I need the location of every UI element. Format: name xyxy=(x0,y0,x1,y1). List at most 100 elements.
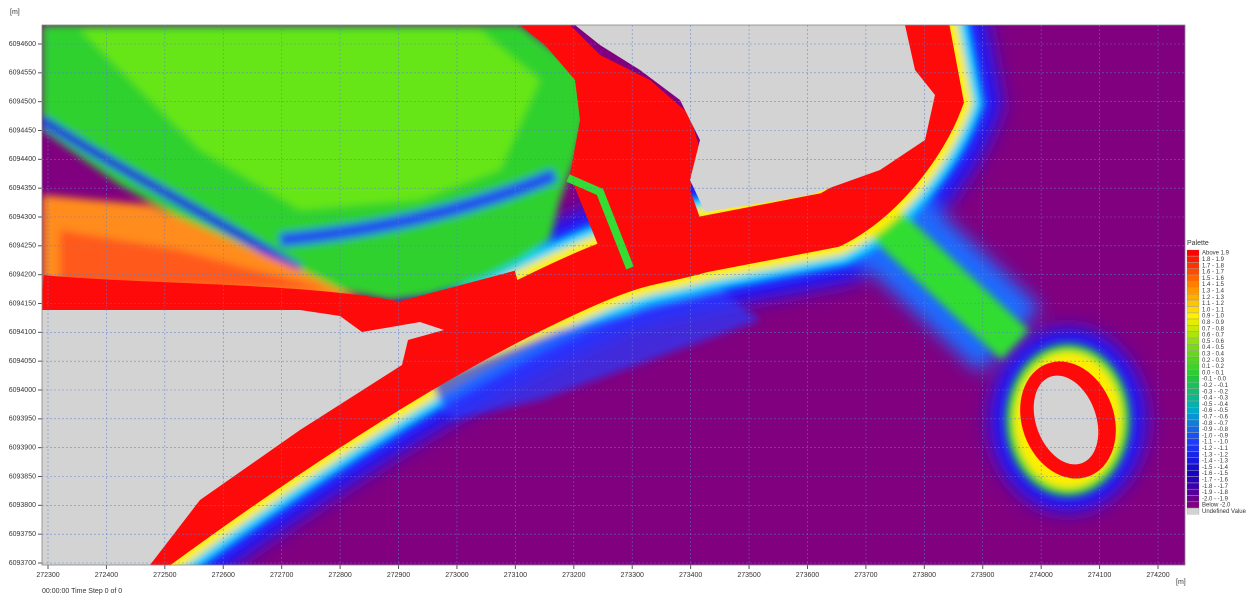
legend-swatch xyxy=(1187,483,1199,489)
legend-swatch xyxy=(1187,496,1199,502)
legend-swatch xyxy=(1187,319,1199,325)
legend-swatch xyxy=(1187,408,1199,414)
legend-swatch xyxy=(1187,426,1199,432)
x-tick-label: 272400 xyxy=(95,572,118,579)
legend-label: -1.8 - -1.7 xyxy=(1202,484,1229,490)
legend-label: 0.1 - 0.2 xyxy=(1202,364,1225,370)
x-unit: [m] xyxy=(1176,579,1186,586)
legend-swatch xyxy=(1187,263,1199,269)
legend-label: -1.7 - -1.6 xyxy=(1202,478,1229,484)
legend-label: 0.6 - 0.7 xyxy=(1202,333,1225,339)
legend-label: -0.1 - 0.0 xyxy=(1202,377,1227,383)
legend-swatch xyxy=(1187,250,1199,256)
y-tick-label: 6094350 xyxy=(9,185,36,192)
legend-swatch xyxy=(1187,370,1199,376)
x-tick-label: 272600 xyxy=(212,572,235,579)
legend-label: 1.4 - 1.5 xyxy=(1202,282,1225,288)
y-tick-label: 6094300 xyxy=(9,214,36,221)
y-tick-label: 6094450 xyxy=(9,127,36,134)
legend-swatch xyxy=(1187,502,1199,508)
legend-swatch xyxy=(1187,433,1199,439)
legend-swatch xyxy=(1187,376,1199,382)
y-tick-label: 6093950 xyxy=(9,416,36,423)
x-tick-label: 273200 xyxy=(562,572,585,579)
legend-swatch xyxy=(1187,439,1199,445)
legend-label: -0.7 - -0.6 xyxy=(1202,415,1229,421)
legend-label: -0.6 - -0.5 xyxy=(1202,408,1229,414)
legend-swatch xyxy=(1187,326,1199,332)
legend-swatch xyxy=(1187,452,1199,458)
x-tick-label: 273700 xyxy=(854,572,877,579)
x-tick-label: 273800 xyxy=(913,572,936,579)
map-view: [m] [m] 00:00:00 Time Step 0 of 0 272300… xyxy=(0,0,1258,598)
y-tick-label: 6093750 xyxy=(9,531,36,538)
x-tick-label: 273400 xyxy=(679,572,702,579)
legend-swatch xyxy=(1187,420,1199,426)
y-tick-label: 6094400 xyxy=(9,156,36,163)
x-tick-label: 273300 xyxy=(621,572,644,579)
legend-label: -0.2 - -0.1 xyxy=(1202,383,1229,389)
y-tick-label: 6093850 xyxy=(9,473,36,480)
legend-swatch xyxy=(1187,282,1199,288)
legend-label: Above 1.9 xyxy=(1202,251,1230,257)
legend-swatch xyxy=(1187,345,1199,351)
legend-swatch xyxy=(1187,382,1199,388)
legend-label: 0.9 - 1.0 xyxy=(1202,314,1225,320)
legend-label: 0.0 - 0.1 xyxy=(1202,370,1225,376)
legend-label: 0.3 - 0.4 xyxy=(1202,352,1225,358)
legend-label: -0.3 - -0.2 xyxy=(1202,389,1229,395)
y-tick-label: 6094500 xyxy=(9,99,36,106)
x-tick-label: 274000 xyxy=(1029,572,1052,579)
legend-swatch xyxy=(1187,332,1199,338)
legend-label: -2.0 - -1.9 xyxy=(1202,496,1229,502)
legend-swatch xyxy=(1187,269,1199,275)
x-tick-label: 273500 xyxy=(737,572,760,579)
legend-label: Below -2.0 xyxy=(1202,503,1231,509)
legend-label: -1.2 - -1.1 xyxy=(1202,446,1229,452)
legend-swatch xyxy=(1187,508,1199,514)
legend-swatch xyxy=(1187,458,1199,464)
x-tick-label: 274200 xyxy=(1146,572,1169,579)
y-tick-label: 6094200 xyxy=(9,272,36,279)
legend-label: -1.9 - -1.8 xyxy=(1202,490,1229,496)
legend-label: 0.2 - 0.3 xyxy=(1202,358,1225,364)
y-tick-label: 6093800 xyxy=(9,502,36,509)
legend-swatch xyxy=(1187,401,1199,407)
x-tick-label: 272900 xyxy=(387,572,410,579)
legend-swatch xyxy=(1187,363,1199,369)
y-tick-label: 6094150 xyxy=(9,300,36,307)
y-tick-label: 6094000 xyxy=(9,387,36,394)
legend-label: -1.5 - -1.4 xyxy=(1202,465,1229,471)
legend-label: 0.4 - 0.5 xyxy=(1202,345,1225,351)
y-tick-label: 6094050 xyxy=(9,358,36,365)
legend-label: -0.9 - -0.8 xyxy=(1202,427,1229,433)
legend-label: 1.0 - 1.1 xyxy=(1202,307,1225,313)
legend-label: 1.8 - 1.9 xyxy=(1202,257,1225,263)
y-tick-label: 6094550 xyxy=(9,70,36,77)
x-tick-label: 273100 xyxy=(504,572,527,579)
legend-label: -0.5 - -0.4 xyxy=(1202,402,1229,408)
legend-label: -1.4 - -1.3 xyxy=(1202,459,1229,465)
y-tick-label: 6093900 xyxy=(9,445,36,452)
legend-title: Palette xyxy=(1187,240,1209,247)
legend-label: 0.7 - 0.8 xyxy=(1202,326,1225,332)
legend-swatch xyxy=(1187,395,1199,401)
legend-label: 1.1 - 1.2 xyxy=(1202,301,1225,307)
legend-swatch xyxy=(1187,313,1199,319)
legend-label: Undefined Value xyxy=(1202,509,1247,515)
legend-swatch xyxy=(1187,464,1199,470)
legend-swatch xyxy=(1187,275,1199,281)
legend-swatch xyxy=(1187,256,1199,262)
legend-swatch xyxy=(1187,300,1199,306)
legend-label: -1.3 - -1.2 xyxy=(1202,452,1229,458)
legend-swatch xyxy=(1187,477,1199,483)
legend-label: 0.5 - 0.6 xyxy=(1202,339,1225,345)
legend-swatch xyxy=(1187,414,1199,420)
legend-label: 1.7 - 1.8 xyxy=(1202,263,1225,269)
y-tick-label: 6094100 xyxy=(9,329,36,336)
x-tick-label: 272700 xyxy=(270,572,293,579)
x-tick-label: 272800 xyxy=(328,572,351,579)
legend: Palette Above 1.91.8 - 1.91.7 - 1.81.6 -… xyxy=(1187,240,1247,515)
y-unit: [m] xyxy=(10,9,20,16)
x-tick-label: 274100 xyxy=(1088,572,1111,579)
